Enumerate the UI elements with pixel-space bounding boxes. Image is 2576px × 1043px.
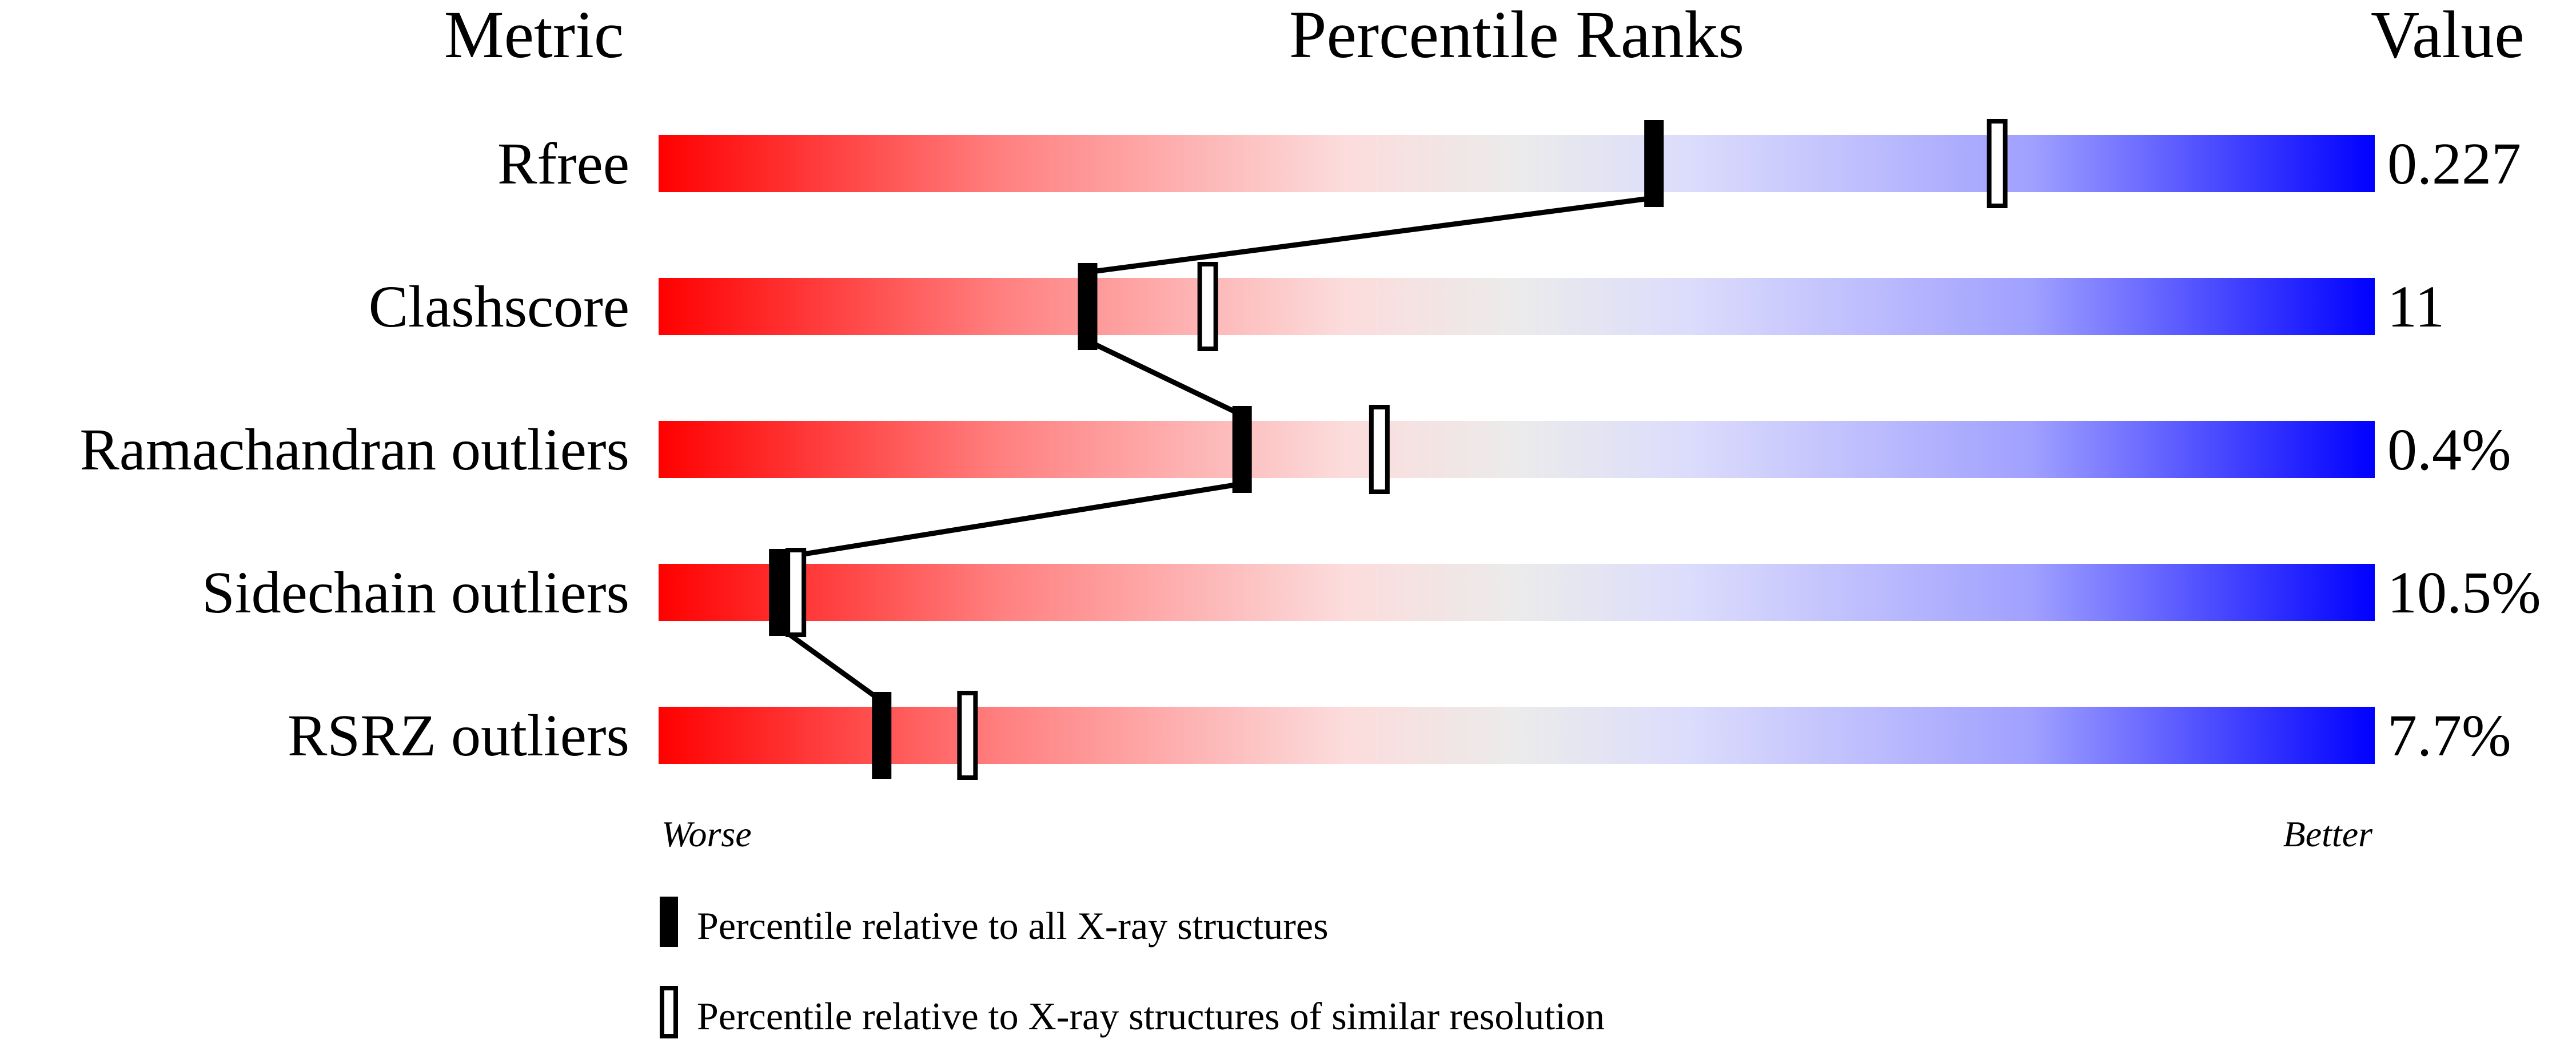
marker-similar-resolution <box>957 691 978 780</box>
percentile-bar <box>659 707 2375 764</box>
marker-all-structures <box>1644 120 1664 207</box>
metric-value: 0.4% <box>2387 417 2511 483</box>
marker-similar-resolution <box>785 548 807 637</box>
marker-similar-resolution <box>1369 405 1390 494</box>
marker-all-structures <box>1232 406 1252 493</box>
header-value: Value <box>2371 0 2525 72</box>
axis-label-worse: Worse <box>661 814 752 854</box>
marker-similar-resolution <box>1197 262 1218 351</box>
metric-value: 11 <box>2387 274 2445 340</box>
header-percentile-ranks: Percentile Ranks <box>1289 0 1744 72</box>
metric-label: RSRZ outliers <box>288 703 629 769</box>
legend-filled-marker-icon <box>660 897 678 947</box>
metric-label: Clashscore <box>369 274 629 340</box>
metric-value: 0.227 <box>2387 131 2521 197</box>
axis-label-better: Better <box>2283 814 2373 854</box>
marker-all-structures <box>769 549 789 636</box>
marker-all-structures <box>1078 263 1098 350</box>
header-metric: Metric <box>444 0 624 72</box>
connector-line <box>778 481 1243 561</box>
legend-label-all: Percentile relative to all X-ray structu… <box>697 904 1329 948</box>
metric-value: 10.5% <box>2387 560 2541 626</box>
legend-label-similar: Percentile relative to X-ray structures … <box>697 994 1605 1038</box>
percentile-bar <box>659 564 2375 621</box>
connector-line <box>1087 195 1654 275</box>
metric-value: 7.7% <box>2387 703 2511 769</box>
legend-open-marker-icon <box>660 986 678 1038</box>
metric-label: Ramachandran outliers <box>79 417 629 483</box>
metric-label: Rfree <box>497 131 629 197</box>
metric-label: Sidechain outliers <box>202 560 629 626</box>
percentile-bar <box>659 278 2375 335</box>
marker-all-structures <box>872 692 892 779</box>
percentile-bar <box>659 135 2375 192</box>
marker-similar-resolution <box>1987 119 2008 208</box>
percentile-bar <box>659 421 2375 478</box>
connector-line <box>1086 338 1243 418</box>
connector-line <box>777 624 883 703</box>
